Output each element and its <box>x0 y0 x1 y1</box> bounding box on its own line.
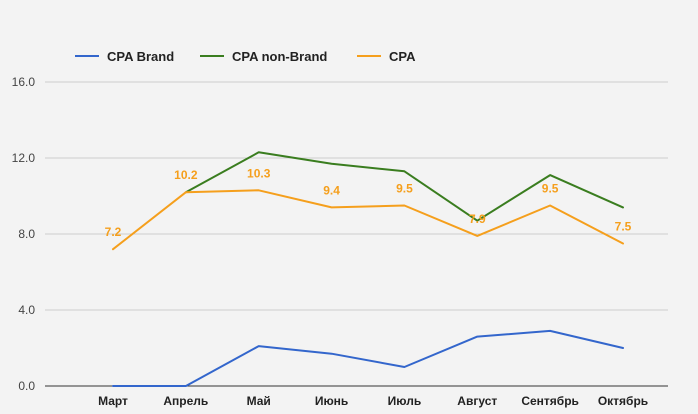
data-label: 7.5 <box>615 220 632 234</box>
series-line-cpa-non-brand <box>184 151 624 222</box>
legend-label: CPA non-Brand <box>232 49 327 64</box>
x-tick-label: Март <box>98 394 128 408</box>
data-label: 7.2 <box>105 225 122 239</box>
series-line-cpa-brand <box>112 329 624 387</box>
legend-label: CPA Brand <box>107 49 174 64</box>
y-tick-label: 0.0 <box>18 379 35 393</box>
x-tick-label: Октябрь <box>598 394 648 408</box>
data-label: 9.5 <box>396 182 413 196</box>
series-line-cpa <box>112 189 624 251</box>
x-tick-label: Сентябрь <box>521 394 579 408</box>
data-label: 10.2 <box>174 168 198 182</box>
x-tick-label: Июль <box>388 394 422 408</box>
x-tick-label: Апрель <box>163 394 208 408</box>
x-tick-label: Август <box>457 394 497 408</box>
y-tick-label: 16.0 <box>12 75 36 89</box>
data-label: 7.9 <box>469 212 486 226</box>
y-tick-label: 8.0 <box>18 227 35 241</box>
y-tick-label: 4.0 <box>18 303 35 317</box>
data-label: 9.5 <box>542 182 559 196</box>
y-tick-label: 12.0 <box>12 151 36 165</box>
x-tick-label: Июнь <box>315 394 349 408</box>
data-label: 9.4 <box>323 183 340 197</box>
x-tick-label: Май <box>247 394 271 408</box>
legend-label: CPA <box>389 49 416 64</box>
data-label: 10.3 <box>247 166 271 180</box>
